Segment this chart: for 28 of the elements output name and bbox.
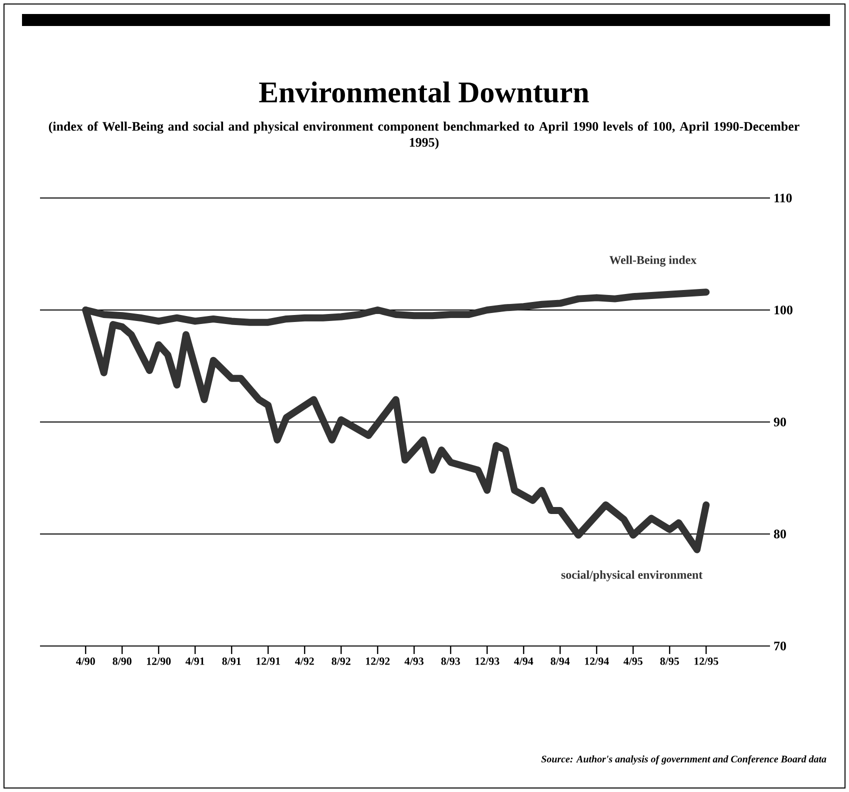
x-tick-label: 4/93 [404, 658, 424, 665]
text: Well-Being index [609, 256, 697, 267]
x-tick-label: 4/95 [624, 658, 642, 665]
series-label: social/physical environment [561, 570, 703, 582]
y-tick-label: 80 [774, 530, 786, 538]
y-tick-label: 70 [774, 642, 786, 650]
source-note: Source: Author's analysis of government and Conference Board data [541, 755, 826, 764]
x-tick-label: 4/90 [76, 658, 95, 665]
x-tick-label: 12/93 [476, 658, 500, 665]
x-tick-label: 12/90 [147, 658, 171, 665]
x-tick-label: 12/95 [694, 658, 718, 665]
chart-title: Environmental Downturn [259, 81, 589, 103]
x-tick-label: 4/91 [186, 658, 204, 665]
x-tick-label: 4/94 [514, 658, 534, 665]
x-tick-label: 8/91 [222, 658, 241, 665]
x-tick-label: 8/94 [550, 658, 570, 665]
x-tick-label: 8/93 [441, 658, 460, 665]
y-tick-label: 100 [774, 306, 792, 314]
y-tick-label: 90 [774, 418, 786, 426]
x-tick-label: 12/92 [366, 658, 390, 665]
x-tick-label: 8/92 [332, 658, 350, 665]
y-tick-label: 110 [774, 194, 792, 202]
x-tick-label: 4/92 [295, 658, 314, 665]
chart-subtitle: (index of Well-Being and social and physical environment component benchmarked to April 1990 levels of 100, April 1990-December 1995) [48, 122, 800, 150]
x-tick-label: 8/95 [660, 658, 679, 665]
x-tick-label: 8/90 [112, 658, 132, 665]
x-tick-label: 12/91 [256, 658, 280, 665]
x-tick-label: 12/94 [585, 658, 609, 665]
